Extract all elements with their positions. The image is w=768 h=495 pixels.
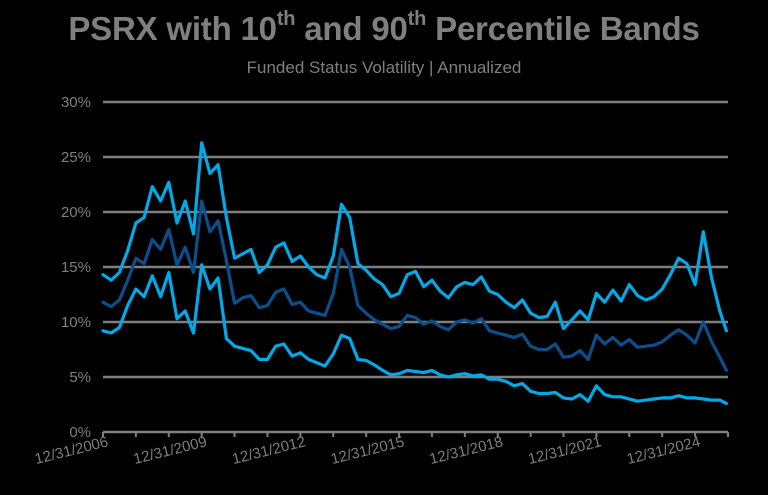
y-tick-label: 10% <box>61 314 91 331</box>
x-tick-label: 12/31/2012 <box>230 433 307 468</box>
median-line <box>101 199 729 372</box>
x-tick-label: 12/31/2018 <box>428 433 505 468</box>
y-tick-label: 25% <box>61 149 91 166</box>
y-axis-labels: 0% 5% 10% 15% 20% 25% 30% <box>61 94 91 441</box>
chart-title: PSRX with 10th and 90th Percentile Bands <box>68 8 700 47</box>
y-tick-label: 20% <box>61 204 91 221</box>
x-tick-label: 12/31/2021 <box>526 433 603 468</box>
y-tick-label: 0% <box>69 424 91 441</box>
x-axis: 12/31/2006 12/31/2009 12/31/2012 12/31/2015… <box>33 432 729 468</box>
chart-subtitle: Funded Status Volatility | Annualized <box>246 58 522 77</box>
x-tick-label: 12/31/2024 <box>625 433 702 468</box>
x-tick-label: 12/31/2015 <box>329 433 406 468</box>
series-lines <box>101 141 729 405</box>
90th-percentile-line <box>101 141 729 333</box>
10th-percentile-line <box>101 263 729 405</box>
y-tick-label: 5% <box>69 369 91 386</box>
y-tick-label: 30% <box>61 94 91 111</box>
x-tick-label: 12/31/2009 <box>132 433 209 468</box>
gridlines <box>103 100 728 434</box>
y-tick-label: 15% <box>61 259 91 276</box>
